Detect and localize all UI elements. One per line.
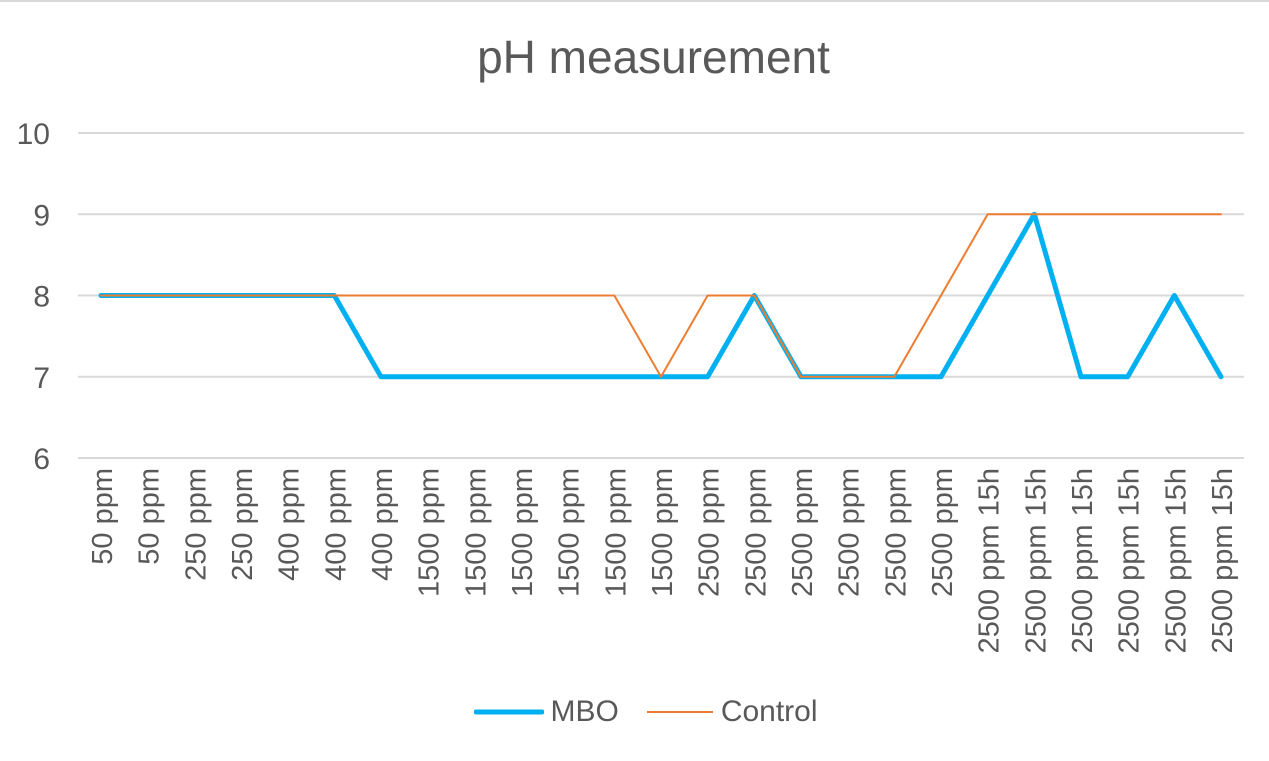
legend: MBO Control — [0, 695, 1269, 729]
x-tick-label: 1500 ppm — [507, 468, 539, 597]
y-tick-label: 8 — [33, 281, 50, 314]
x-tick-label: 250 ppm — [180, 468, 212, 581]
x-tick-label: 2500 ppm — [740, 468, 772, 597]
x-tick-label: 400 ppm — [274, 468, 306, 581]
legend-label-control: Control — [720, 695, 818, 728]
x-tick-label: 400 ppm — [367, 468, 399, 581]
legend-entry-control: Control — [645, 695, 818, 729]
x-tick-label: 2500 ppm 15h — [1114, 468, 1146, 653]
legend-swatch-mbo — [474, 709, 545, 715]
y-tick-label: 7 — [33, 362, 50, 395]
series-line-control — [100, 213, 1222, 378]
y-tick-label: 10 — [17, 118, 50, 151]
legend-label-mbo: MBO — [550, 695, 619, 728]
x-tick-label: 2500 ppm — [927, 468, 959, 597]
y-tick-label: 6 — [33, 443, 50, 476]
x-tick-label: 2500 ppm 15h — [974, 468, 1006, 653]
x-tick-label: 2500 ppm 15h — [1067, 468, 1099, 653]
legend-swatch-control — [646, 711, 713, 713]
x-tick-label: 2500 ppm 15h — [1207, 468, 1239, 653]
x-tick-label: 2500 ppm — [834, 468, 866, 597]
x-tick-label: 2500 ppm — [694, 468, 726, 597]
x-tick-label: 400 ppm — [320, 468, 352, 581]
x-tick-label: 50 ppm — [134, 468, 166, 565]
x-tick-label: 2500 ppm 15h — [1020, 468, 1052, 653]
x-tick-label: 50 ppm — [87, 468, 119, 565]
x-tick-label: 1500 ppm — [600, 468, 632, 597]
x-tick-label: 2500 ppm — [787, 468, 819, 597]
legend-entry-mbo: MBO — [474, 695, 619, 729]
y-tick-label: 9 — [33, 199, 50, 232]
x-tick-label: 250 ppm — [227, 468, 259, 581]
x-tick-label: 1500 ppm — [647, 468, 679, 597]
x-tick-label: 1500 ppm — [460, 468, 492, 597]
x-tick-label: 2500 ppm 15h — [1160, 468, 1192, 653]
x-tick-label: 1500 ppm — [414, 468, 446, 597]
x-tick-label: 2500 ppm — [880, 468, 912, 597]
x-tick-label: 1500 ppm — [554, 468, 586, 597]
chart-title: pH measurement — [477, 31, 830, 83]
